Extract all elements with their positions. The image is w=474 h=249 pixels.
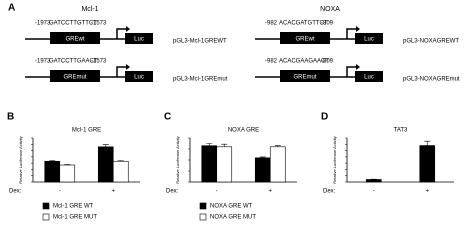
seq-start: -1973: [35, 21, 51, 27]
promoter-arrow: [346, 28, 356, 39]
bar: [44, 160, 61, 183]
bar: [216, 146, 233, 183]
sequence: ACACGATGTTCT: [279, 21, 328, 27]
arrow-head: [126, 64, 130, 70]
bar: [97, 146, 114, 183]
promoter-arrow: [116, 28, 126, 39]
seq-start: -1973: [35, 59, 51, 65]
x-tick-label: -: [59, 189, 61, 195]
luc-box: [355, 33, 383, 44]
legend-swatch: [42, 202, 50, 210]
y-axis-label: Relative Luciferase Activity: [332, 136, 337, 184]
error-bar: [274, 145, 281, 147]
error-bar: [49, 160, 56, 162]
construct-name: pGL3-Mcl-1GREWT: [173, 39, 227, 45]
legend-label: NOXA GRE WT: [210, 204, 253, 210]
x-tick-label: +: [268, 189, 272, 195]
x-tick-label: -: [216, 189, 218, 195]
error-bar: [64, 164, 71, 166]
luc-label: Luc: [364, 37, 374, 43]
legend-swatch: [199, 202, 207, 210]
x-tick-label: +: [111, 189, 115, 195]
panel-label: C: [164, 112, 171, 123]
gre-box: [50, 32, 100, 44]
seq-end: -1573: [91, 59, 107, 65]
legend-label: Mcl-1 GRE MUT: [53, 215, 97, 221]
legend-label: NOXA GRE MUT: [210, 215, 256, 221]
error-bar: [221, 143, 228, 147]
error-bar: [117, 160, 124, 162]
panel-title: NOXA: [320, 6, 340, 13]
luc-label: Luc: [364, 75, 374, 81]
gre-label: GREwt: [295, 37, 314, 43]
promoter-arrow: [346, 66, 356, 77]
luc-box: [125, 33, 153, 44]
sequence: GATCCTTGTTCT: [49, 21, 97, 27]
gre-box: [280, 70, 330, 82]
x-tick-label: -: [373, 189, 375, 195]
panel-label: B: [7, 112, 14, 123]
x-axis-label: Dex:: [323, 189, 336, 195]
gre-label: GREmut: [63, 75, 86, 81]
error-bar: [102, 144, 109, 147]
luc-label: Luc: [134, 75, 144, 81]
luc-box: [355, 71, 383, 82]
x-axis-label: Dex:: [166, 189, 179, 195]
bar: [112, 160, 129, 183]
error-bar: [259, 156, 266, 158]
luc-box: [125, 71, 153, 82]
promoter-arrow: [116, 66, 126, 77]
bar: [419, 145, 436, 183]
chart-title: TAT3: [394, 128, 408, 134]
x-axis-label: Dex:: [9, 189, 22, 195]
panel-label: D: [321, 112, 328, 123]
gre-label: GREwt: [65, 37, 84, 43]
construct-name: pGL3-Mcl-1GREmut: [173, 77, 228, 83]
error-bar: [424, 140, 431, 146]
bar: [59, 164, 76, 183]
error-bar: [206, 143, 213, 146]
seq-end: -1573: [91, 21, 107, 27]
bar: [365, 179, 382, 183]
bar: [269, 146, 286, 183]
seq-start: -982: [265, 59, 278, 65]
panel-title: Mcl-1: [81, 6, 98, 13]
gre-label: GREmut: [293, 75, 316, 81]
gre-box: [280, 32, 330, 44]
construct-name: pGL3-NOXAGREWT: [403, 39, 459, 45]
sequence: ACACGAAGAACT: [279, 59, 329, 65]
y-axis-label: Relative Luciferase Activity: [18, 136, 23, 184]
legend-swatch: [42, 213, 50, 221]
bar: [254, 157, 271, 183]
legend-swatch: [199, 213, 207, 221]
panel-label: A: [8, 3, 15, 14]
bar: [201, 145, 218, 183]
legend-label: Mcl-1 GRE WT: [53, 204, 94, 210]
construct-name: pGL3-NOXAGREmut: [403, 77, 460, 83]
seq-end: -809: [321, 21, 334, 27]
y-axis-label: Relative Luciferase Activity: [175, 136, 180, 184]
x-tick-label: +: [425, 189, 429, 195]
arrow-head: [126, 26, 130, 32]
sequence: GATCCTTGAACT: [49, 59, 98, 65]
chart-title: NOXA GRE: [228, 128, 259, 134]
arrow-head: [356, 26, 360, 32]
seq-end: -809: [321, 59, 334, 65]
chart-title: Mcl-1 GRE: [72, 128, 101, 134]
luc-label: Luc: [134, 37, 144, 43]
gre-box: [50, 70, 100, 82]
arrow-head: [356, 64, 360, 70]
seq-start: -982: [265, 21, 278, 27]
